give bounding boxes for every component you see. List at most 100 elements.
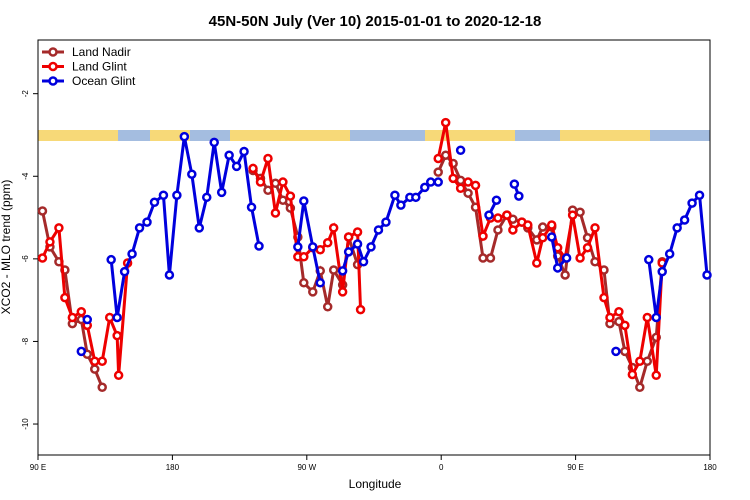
point bbox=[455, 145, 466, 156]
plot-frame bbox=[37, 39, 711, 456]
point bbox=[246, 202, 257, 212]
point bbox=[194, 223, 205, 233]
point bbox=[76, 306, 87, 317]
x-tick-label: 90 E bbox=[567, 463, 583, 472]
point bbox=[537, 233, 548, 243]
point bbox=[179, 131, 190, 142]
point bbox=[158, 190, 169, 201]
point bbox=[112, 312, 122, 323]
point bbox=[508, 225, 518, 235]
point bbox=[67, 312, 78, 323]
point bbox=[142, 217, 152, 227]
point bbox=[201, 192, 212, 203]
point bbox=[433, 177, 443, 187]
point bbox=[582, 242, 593, 253]
point bbox=[104, 312, 115, 323]
y-tick-label: -4 bbox=[21, 172, 30, 180]
point bbox=[390, 190, 400, 201]
x-axis-label: Longitude bbox=[349, 477, 402, 491]
point bbox=[455, 183, 466, 193]
y-tick-label: -8 bbox=[21, 337, 30, 345]
point bbox=[328, 223, 339, 233]
point bbox=[337, 287, 348, 297]
point bbox=[106, 254, 116, 265]
point bbox=[76, 346, 87, 357]
point bbox=[514, 191, 524, 201]
point bbox=[440, 117, 451, 128]
point bbox=[343, 232, 354, 242]
y-tick-label: -2 bbox=[21, 90, 30, 98]
point bbox=[627, 369, 638, 380]
point bbox=[679, 215, 690, 225]
point bbox=[315, 278, 325, 288]
point bbox=[532, 258, 542, 268]
point bbox=[651, 370, 661, 381]
point bbox=[567, 210, 578, 220]
point bbox=[433, 167, 443, 177]
point bbox=[478, 231, 488, 241]
point bbox=[575, 207, 585, 217]
point bbox=[337, 266, 348, 276]
legend-marker bbox=[48, 61, 58, 72]
point bbox=[478, 253, 488, 263]
point bbox=[82, 314, 93, 325]
point bbox=[502, 210, 512, 220]
point bbox=[611, 346, 621, 357]
point bbox=[687, 198, 697, 208]
point bbox=[45, 237, 55, 247]
point bbox=[299, 278, 309, 288]
point bbox=[308, 242, 318, 252]
point bbox=[285, 191, 296, 201]
point bbox=[328, 265, 339, 275]
point bbox=[484, 210, 494, 220]
point bbox=[263, 185, 273, 196]
legend-label: Land Nadir bbox=[72, 45, 131, 59]
point bbox=[322, 238, 333, 248]
point bbox=[172, 190, 182, 201]
point bbox=[270, 208, 281, 218]
point bbox=[635, 356, 645, 367]
x-tick-label: 90 E bbox=[30, 463, 46, 472]
point bbox=[605, 312, 615, 323]
legend-marker bbox=[48, 47, 58, 57]
point bbox=[644, 254, 654, 265]
point bbox=[293, 242, 303, 252]
point bbox=[493, 225, 503, 235]
point bbox=[216, 187, 227, 198]
x-tick-label: 0 bbox=[439, 463, 444, 472]
point bbox=[672, 223, 682, 233]
point bbox=[112, 330, 122, 341]
point bbox=[366, 242, 376, 252]
point bbox=[561, 253, 572, 263]
point bbox=[343, 247, 354, 257]
point bbox=[546, 232, 557, 242]
y-axis-label: XCO2 - MLO trend (ppm) bbox=[0, 180, 13, 315]
point bbox=[470, 180, 481, 191]
point bbox=[37, 206, 48, 216]
point bbox=[254, 241, 264, 251]
series-line bbox=[41, 152, 664, 393]
y-tick-label: -6 bbox=[21, 255, 30, 263]
point bbox=[231, 161, 242, 172]
point bbox=[509, 179, 520, 189]
point bbox=[278, 177, 288, 187]
legend-marker bbox=[48, 76, 58, 86]
point bbox=[97, 356, 107, 367]
point bbox=[54, 223, 64, 233]
point bbox=[355, 304, 366, 315]
point bbox=[255, 177, 266, 187]
point bbox=[599, 292, 609, 303]
point bbox=[315, 245, 325, 255]
legend-label: Ocean Glint bbox=[72, 74, 136, 88]
point bbox=[635, 382, 645, 393]
point bbox=[485, 253, 496, 263]
point bbox=[308, 287, 318, 297]
point bbox=[89, 364, 100, 374]
point bbox=[239, 146, 249, 157]
point bbox=[620, 320, 630, 331]
point bbox=[37, 253, 48, 263]
point bbox=[149, 197, 160, 208]
point bbox=[425, 177, 436, 187]
